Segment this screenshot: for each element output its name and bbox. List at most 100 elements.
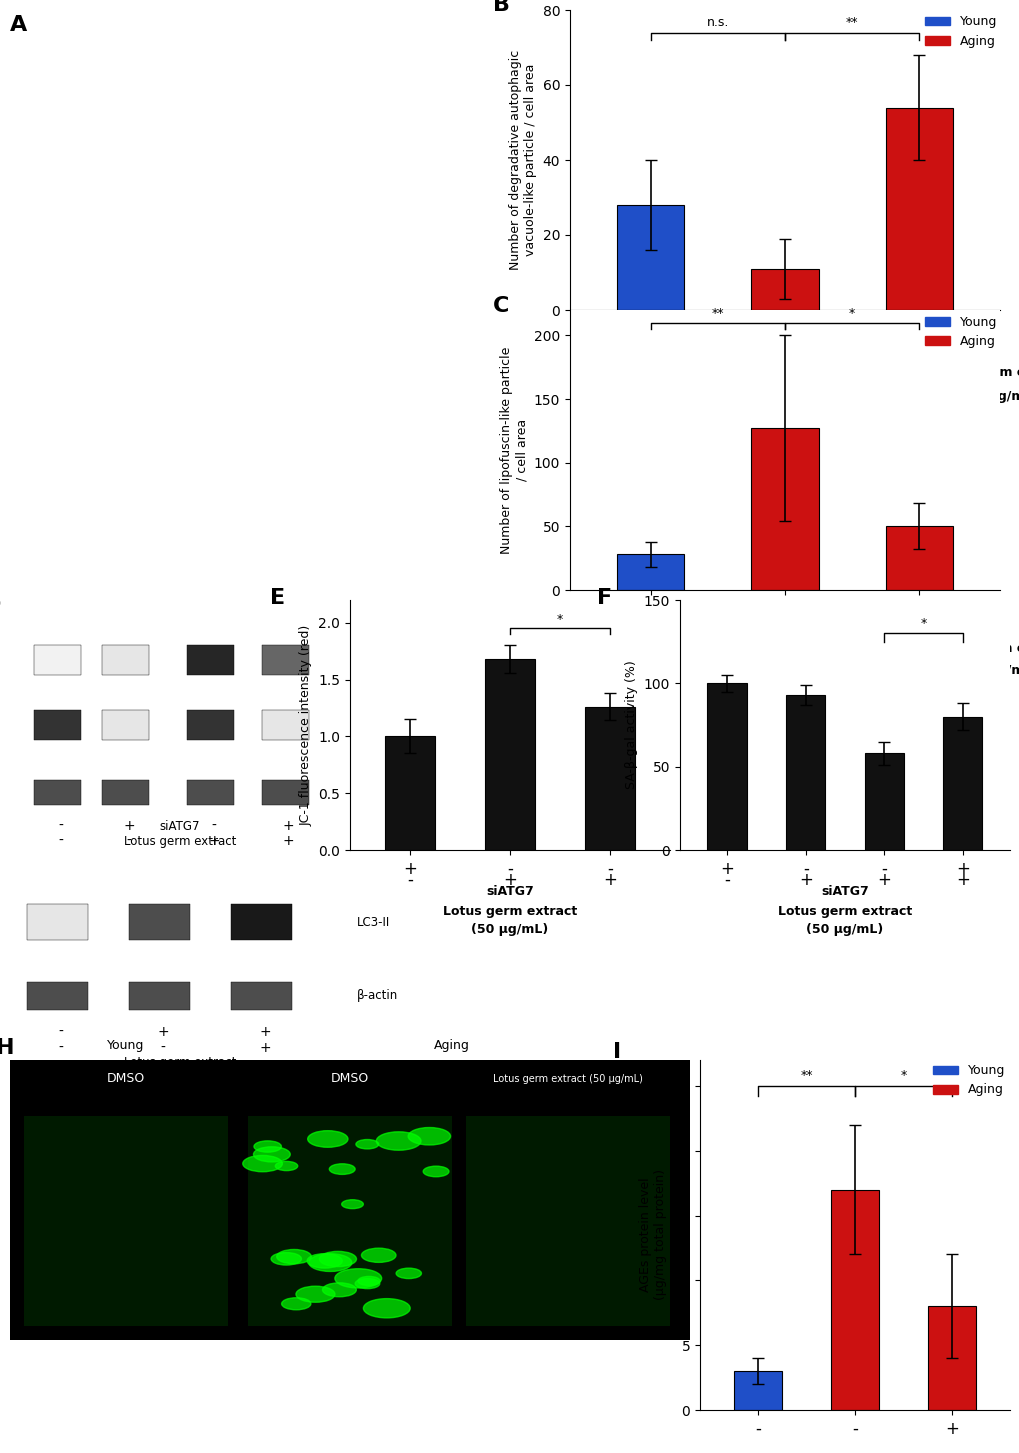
Bar bbox=[484, 660, 535, 850]
Bar bbox=[884, 526, 952, 590]
Text: (50 μg/mL): (50 μg/mL) bbox=[961, 664, 1019, 677]
Circle shape bbox=[254, 1146, 290, 1162]
Bar bbox=[734, 1372, 782, 1409]
Circle shape bbox=[275, 1161, 298, 1171]
Bar bbox=[829, 1190, 878, 1409]
Bar bbox=[261, 711, 309, 740]
Text: Bafilomycin A1: Bafilomycin A1 bbox=[136, 1084, 224, 1097]
Text: **: ** bbox=[845, 16, 858, 29]
Text: (50 μg/mL): (50 μg/mL) bbox=[961, 389, 1019, 402]
Text: -: - bbox=[211, 819, 216, 833]
Circle shape bbox=[334, 1268, 381, 1287]
Text: +: + bbox=[602, 870, 616, 889]
Bar bbox=[128, 982, 190, 1010]
Bar bbox=[102, 780, 149, 805]
Bar bbox=[230, 904, 291, 940]
Bar bbox=[585, 706, 635, 850]
Text: +: + bbox=[259, 1040, 271, 1055]
Bar bbox=[616, 555, 684, 590]
Text: +: + bbox=[798, 870, 812, 889]
Text: +: + bbox=[123, 819, 135, 833]
Y-axis label: JC-1 fluorescence intensity (red): JC-1 fluorescence intensity (red) bbox=[300, 625, 313, 825]
Bar bbox=[128, 904, 190, 940]
Text: (50 μg/mL): (50 μg/mL) bbox=[806, 923, 882, 936]
Bar bbox=[34, 645, 82, 676]
Bar bbox=[884, 108, 952, 309]
Text: *: * bbox=[900, 1069, 906, 1082]
Text: Lotus germ extract: Lotus germ extract bbox=[932, 642, 1019, 655]
Circle shape bbox=[341, 1200, 363, 1209]
Bar bbox=[926, 1306, 975, 1409]
Text: Lotus germ extract: Lotus germ extract bbox=[123, 1056, 236, 1069]
Circle shape bbox=[358, 1276, 380, 1286]
Circle shape bbox=[329, 1164, 355, 1174]
Text: -: - bbox=[723, 870, 730, 889]
Text: -: - bbox=[58, 1024, 63, 1039]
Text: +: + bbox=[502, 870, 517, 889]
Text: (50 μg/mL): (50 μg/mL) bbox=[471, 923, 548, 936]
Bar bbox=[751, 429, 818, 590]
Text: β-actin: β-actin bbox=[357, 989, 397, 1003]
Y-axis label: Number of degradative autophagic
vacuole-like particle / cell area: Number of degradative autophagic vacuole… bbox=[508, 49, 537, 270]
Text: -: - bbox=[160, 1040, 165, 1055]
Bar bbox=[230, 982, 291, 1010]
Legend: Young, Aging: Young, Aging bbox=[919, 311, 1002, 353]
Circle shape bbox=[296, 1286, 334, 1302]
Text: Aging: Aging bbox=[434, 1039, 470, 1052]
Bar bbox=[616, 205, 684, 309]
Text: *: * bbox=[848, 307, 855, 320]
Circle shape bbox=[309, 1254, 352, 1271]
Text: siATG7: siATG7 bbox=[486, 885, 533, 898]
Text: -: - bbox=[58, 819, 63, 833]
Text: I: I bbox=[612, 1042, 621, 1062]
Text: DMSO: DMSO bbox=[330, 1072, 369, 1085]
Text: +: + bbox=[282, 819, 294, 833]
Text: *: * bbox=[919, 618, 926, 631]
Text: H: H bbox=[0, 1037, 15, 1058]
Bar bbox=[864, 753, 903, 850]
Circle shape bbox=[319, 1251, 356, 1267]
Text: B: B bbox=[492, 0, 510, 15]
Text: siATG7: siATG7 bbox=[820, 885, 868, 898]
Circle shape bbox=[322, 1283, 356, 1296]
Bar bbox=[34, 711, 82, 740]
Circle shape bbox=[361, 1248, 395, 1263]
Y-axis label: AGEs protein level
(μg/mg total protein): AGEs protein level (μg/mg total protein) bbox=[639, 1170, 666, 1300]
Bar bbox=[786, 695, 824, 850]
Bar bbox=[248, 1116, 451, 1327]
Text: G: G bbox=[0, 850, 1, 870]
Text: -: - bbox=[58, 834, 63, 849]
Bar bbox=[186, 645, 234, 676]
Legend: Young, Aging: Young, Aging bbox=[919, 10, 1002, 52]
Text: *: * bbox=[556, 613, 562, 626]
Circle shape bbox=[254, 1141, 281, 1152]
Text: F: F bbox=[597, 587, 612, 607]
Text: D: D bbox=[0, 594, 1, 615]
Circle shape bbox=[308, 1130, 347, 1148]
Text: -: - bbox=[126, 834, 131, 849]
Text: +: + bbox=[955, 870, 969, 889]
Text: +: + bbox=[876, 870, 891, 889]
Text: Lotus germ extract: Lotus germ extract bbox=[932, 366, 1019, 379]
Text: DMSO: DMSO bbox=[106, 1072, 145, 1085]
Text: Young: Young bbox=[107, 1039, 144, 1052]
Bar bbox=[186, 780, 234, 805]
Text: ATG7: ATG7 bbox=[350, 718, 381, 731]
Y-axis label: Number of lipofuscin-like particle
/ cell area: Number of lipofuscin-like particle / cel… bbox=[500, 346, 528, 554]
Text: C: C bbox=[492, 296, 508, 315]
Bar bbox=[186, 711, 234, 740]
Text: (50 μg/mL): (50 μg/mL) bbox=[148, 1069, 212, 1082]
Circle shape bbox=[307, 1254, 342, 1268]
Circle shape bbox=[243, 1155, 282, 1171]
Circle shape bbox=[376, 1132, 421, 1151]
Circle shape bbox=[408, 1128, 450, 1145]
Circle shape bbox=[356, 1139, 378, 1149]
Text: LC3-II: LC3-II bbox=[350, 654, 383, 667]
Y-axis label: SA-β-gal activity (%): SA-β-gal activity (%) bbox=[625, 661, 638, 789]
Circle shape bbox=[271, 1252, 302, 1266]
Bar bbox=[943, 716, 981, 850]
Bar bbox=[34, 780, 82, 805]
Text: +: + bbox=[208, 834, 220, 849]
Circle shape bbox=[363, 1299, 410, 1318]
Bar bbox=[751, 269, 818, 309]
